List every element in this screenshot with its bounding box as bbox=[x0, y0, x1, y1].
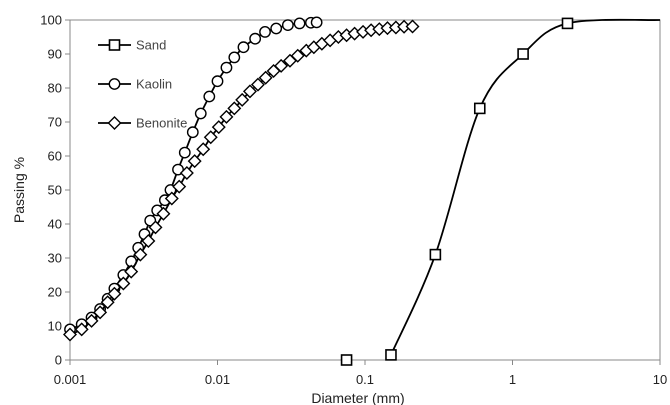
y-tick-label: 0 bbox=[55, 353, 62, 368]
series-benonite bbox=[63, 19, 420, 342]
data-point-kaolin bbox=[186, 126, 199, 139]
data-point-kaolin bbox=[211, 75, 224, 88]
data-point-benonite bbox=[84, 313, 99, 328]
legend: Sand Kaolin Benonite bbox=[98, 38, 187, 131]
legend-item-sand: Sand bbox=[98, 38, 166, 53]
data-point-sand bbox=[429, 248, 442, 261]
data-point-benonite bbox=[211, 120, 226, 135]
data-point-benonite bbox=[250, 77, 265, 92]
data-point-benonite bbox=[227, 101, 242, 116]
data-point-benonite bbox=[187, 154, 202, 169]
data-point-benonite bbox=[116, 276, 131, 291]
data-point-benonite bbox=[235, 92, 250, 107]
y-tick-label: 60 bbox=[48, 149, 62, 164]
x-tick-label: 0.001 bbox=[54, 372, 87, 387]
data-point-benonite bbox=[156, 206, 171, 221]
data-point-kaolin bbox=[249, 32, 262, 45]
data-point-benonite bbox=[148, 220, 163, 235]
data-point-benonite bbox=[100, 295, 115, 310]
data-point-benonite bbox=[93, 305, 108, 320]
data-point-kaolin bbox=[228, 51, 241, 64]
data-point-benonite bbox=[74, 322, 89, 337]
data-point-benonite bbox=[242, 84, 257, 99]
x-tick-label: 0.01 bbox=[205, 372, 230, 387]
data-point-benonite bbox=[274, 58, 289, 73]
y-tick-label: 10 bbox=[48, 319, 62, 334]
y-tick-label: 30 bbox=[48, 251, 62, 266]
data-point-benonite bbox=[219, 109, 234, 124]
data-point-sand bbox=[340, 354, 353, 366]
data-point-kaolin bbox=[281, 19, 294, 32]
data-point-benonite bbox=[63, 327, 77, 342]
data-point-kaolin bbox=[172, 163, 184, 176]
data-point-kaolin bbox=[259, 26, 271, 38]
legend-marker-sand bbox=[108, 39, 121, 51]
data-point-benonite bbox=[290, 48, 305, 63]
legend-item-benonite: Benonite bbox=[98, 116, 187, 131]
legend-label-kaolin: Kaolin bbox=[136, 77, 172, 92]
legend-marker-benonite bbox=[107, 116, 122, 130]
axes: 0 10 20 30 40 50 60 70 80 90 100 0.001 0.01 0.1 1 10 bbox=[40, 13, 667, 388]
y-tick-label: 80 bbox=[48, 81, 62, 96]
data-point-kaolin bbox=[194, 107, 207, 120]
series-layer bbox=[63, 16, 661, 366]
data-point-benonite bbox=[172, 179, 187, 194]
y-tick-label: 40 bbox=[48, 217, 62, 232]
x-tick-label: 0.1 bbox=[356, 372, 374, 387]
data-point-benonite bbox=[124, 264, 139, 279]
data-point-benonite bbox=[141, 234, 156, 248]
legend-label-benonite: Benonite bbox=[136, 116, 187, 131]
x-tick-label: 1 bbox=[509, 372, 516, 387]
y-tick-label: 50 bbox=[48, 183, 62, 198]
y-tick-label: 20 bbox=[48, 285, 62, 300]
legend-marker-kaolin bbox=[108, 78, 121, 90]
data-point-kaolin bbox=[178, 146, 191, 159]
series-line-sand bbox=[390, 18, 661, 356]
x-tick-label: 10 bbox=[653, 372, 667, 387]
y-tick-label: 100 bbox=[40, 13, 62, 28]
legend-item-kaolin: Kaolin bbox=[98, 77, 172, 92]
x-axis-title: Diameter (mm) bbox=[311, 390, 404, 405]
data-point-kaolin bbox=[293, 17, 306, 30]
data-point-benonite bbox=[107, 286, 122, 301]
data-point-sand bbox=[473, 102, 486, 115]
legend-label-sand: Sand bbox=[136, 38, 166, 53]
data-point-benonite bbox=[405, 19, 420, 34]
data-point-kaolin bbox=[310, 16, 323, 29]
data-point-kaolin bbox=[220, 61, 233, 74]
series-sand bbox=[340, 17, 661, 366]
data-point-benonite bbox=[164, 191, 179, 206]
data-point-sand bbox=[385, 349, 397, 361]
y-axis-title: Passing % bbox=[11, 157, 27, 223]
data-point-kaolin bbox=[203, 90, 216, 103]
data-point-kaolin bbox=[270, 22, 283, 35]
data-point-benonite bbox=[133, 247, 148, 262]
y-tick-label: 90 bbox=[48, 47, 62, 62]
plot-frame bbox=[69, 19, 661, 361]
data-point-sand bbox=[561, 17, 574, 30]
data-point-sand bbox=[517, 48, 529, 60]
y-tick-label: 70 bbox=[48, 115, 62, 130]
data-point-benonite bbox=[179, 166, 194, 180]
data-point-benonite bbox=[203, 130, 218, 145]
data-point-benonite bbox=[196, 142, 211, 157]
data-point-benonite bbox=[258, 70, 273, 85]
data-point-kaolin bbox=[237, 41, 250, 54]
